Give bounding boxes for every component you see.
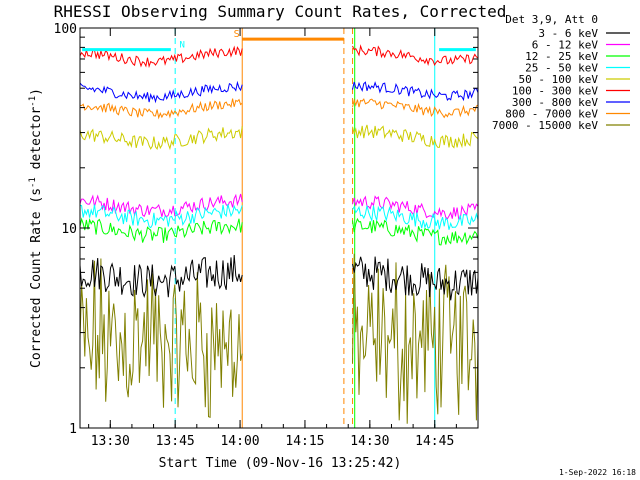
- series-line-2-seg-1: [352, 217, 479, 246]
- x-tick-label: 14:00: [220, 434, 259, 449]
- series-line-6-seg-1: [352, 81, 479, 102]
- series-line-0-seg-0: [79, 254, 243, 299]
- legend-label: 100 - 300 keV: [512, 85, 598, 98]
- axis-ticks: 13:30 13:45 14:00 14:15 14:30 14:45 1 10 100: [54, 22, 479, 449]
- legend-label: 300 - 800 keV: [512, 96, 598, 109]
- chart-title: RHESSI Observing Summary Count Rates, Co…: [54, 2, 507, 21]
- legend-label: 25 - 50 keV: [525, 62, 598, 75]
- series-line-5-seg-1: [352, 44, 479, 67]
- y-tick-label: 10: [61, 222, 77, 237]
- series-line-0-seg-1: [352, 256, 479, 301]
- series-line-8-seg-0: [79, 258, 243, 419]
- series-line-7-seg-1: [352, 98, 479, 119]
- series-line-3-seg-1: [352, 205, 479, 230]
- saa-flag-letter: S: [234, 29, 240, 40]
- x-tick-label: 14:15: [285, 434, 324, 449]
- series-line-1-seg-0: [79, 193, 243, 218]
- legend-header: Det 3,9, Att 0: [505, 13, 598, 26]
- legend-label: 3 - 6 keV: [538, 27, 598, 40]
- y-tick-label: 1: [69, 422, 77, 437]
- x-tick-label: 13:45: [156, 434, 195, 449]
- timestamp: 1-Sep-2022 16:18: [559, 468, 636, 477]
- series-line-7-seg-0: [79, 98, 243, 120]
- series-line-8-seg-1: [352, 253, 479, 424]
- series-line-2-seg-0: [79, 217, 243, 243]
- series-line-6-seg-0: [79, 80, 243, 104]
- series-lines: [79, 44, 479, 424]
- y-tick-label: 100: [54, 22, 77, 37]
- x-axis-label: Start Time (09-Nov-16 13:25:42): [159, 456, 402, 471]
- legend-label: 6 - 12 keV: [532, 39, 599, 52]
- flag-layer: SN: [82, 29, 476, 52]
- series-line-5-seg-0: [79, 45, 243, 69]
- y-axis-label: Corrected Count Rate (s-1 detector-1): [28, 88, 44, 368]
- legend-label: 50 - 100 keV: [519, 73, 599, 86]
- x-tick-label: 14:45: [415, 434, 454, 449]
- series-line-4-seg-0: [79, 126, 243, 151]
- series-line-3-seg-0: [79, 204, 243, 229]
- legend-label: 7000 - 15000 keV: [492, 119, 598, 132]
- x-tick-label: 14:30: [350, 434, 389, 449]
- series-line-4-seg-1: [352, 124, 479, 149]
- x-tick-label: 13:30: [91, 434, 130, 449]
- series-line-1-seg-1: [352, 195, 479, 220]
- night-flag-letter: N: [180, 40, 185, 50]
- legend-label: 12 - 25 keV: [525, 50, 598, 63]
- legend-label: 800 - 7000 keV: [505, 108, 598, 121]
